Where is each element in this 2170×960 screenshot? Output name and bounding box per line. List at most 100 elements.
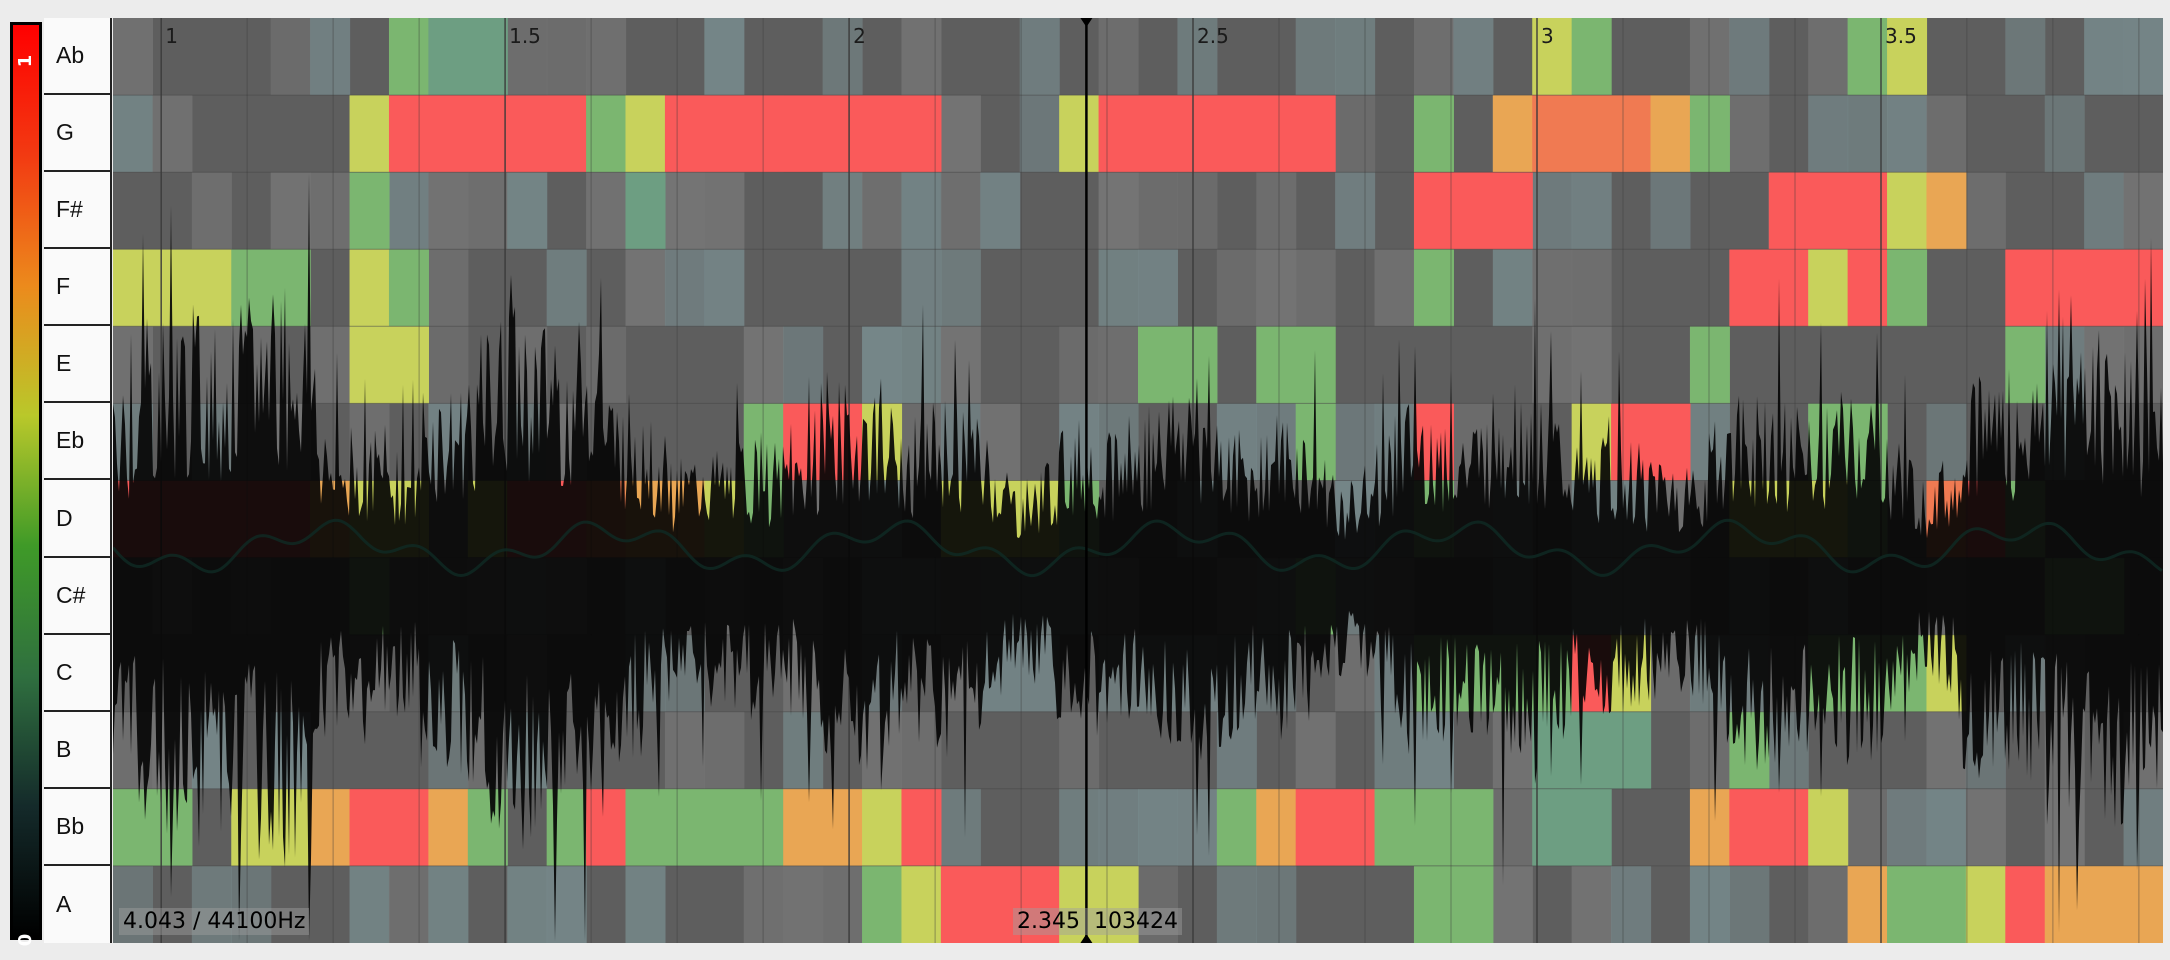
chroma-cell-red: [1413, 172, 1533, 250]
chroma-cell: [1098, 18, 1139, 96]
chroma-cell-lime: [1059, 865, 1100, 943]
chroma-cell: [1689, 18, 1730, 96]
chroma-cell: [1138, 172, 1179, 250]
chroma-cell-red: [1295, 788, 1376, 866]
chromagram-plot[interactable]: 1 1.5 2 2.5 3 3.5 4.043 / 44100Hz 2.345 10342…: [113, 18, 2163, 943]
chroma-cell-lime: [113, 249, 232, 327]
chroma-cell: [428, 249, 469, 327]
chroma-cell: [191, 172, 232, 250]
chroma-cell: [2123, 172, 2163, 250]
chroma-cell-orange: [428, 788, 469, 866]
cursor-position-readout: 2.345 103424: [1013, 908, 1182, 935]
chroma-cell: [1926, 788, 1967, 866]
chroma-cell-orange: [2084, 865, 2163, 943]
chroma-cell: [1689, 865, 1730, 943]
chroma-cell: [1887, 95, 1928, 173]
chromagram-canvas[interactable]: [113, 18, 2163, 943]
chroma-cell: [310, 172, 351, 250]
chroma-cell: [1808, 18, 1849, 96]
chroma-cell-lime: [1808, 788, 1849, 866]
chroma-cell-green: [704, 788, 784, 866]
color-scale-max-label: 1: [15, 54, 36, 68]
chroma-cell-orange: [2044, 865, 2085, 943]
chroma-cell: [1098, 172, 1139, 250]
pitch-label-c: C: [44, 635, 110, 712]
chroma-cell: [901, 172, 942, 250]
chroma-cell-green: [388, 249, 429, 327]
chroma-cell: [822, 172, 863, 250]
pitch-label-f-sharp: F#: [44, 172, 110, 250]
chroma-cell-sea: [1532, 788, 1612, 866]
playback-cursor-bottom-marker[interactable]: [1080, 934, 1093, 943]
chroma-cell-red: [388, 95, 587, 173]
chroma-cell: [231, 865, 272, 943]
chroma-cell: [507, 865, 548, 943]
chroma-cell: [783, 326, 824, 404]
playback-cursor-top-marker[interactable]: [1080, 18, 1093, 27]
waveform-centre-trace: [113, 518, 2163, 578]
chroma-cell-green: [1216, 788, 1257, 866]
chroma-cell: [1098, 403, 1139, 481]
chroma-cell-green: [1138, 326, 1218, 404]
chroma-cell: [2044, 95, 2085, 173]
chroma-cell-lime: [1887, 18, 1928, 96]
chroma-cell-orange: [1689, 788, 1730, 866]
chroma-cell: [664, 249, 705, 327]
pitch-label-c-sharp: C#: [44, 558, 110, 635]
chroma-cell-green: [1887, 249, 1928, 327]
pitch-label-e: E: [44, 326, 110, 404]
chroma-cell: [1532, 249, 1573, 327]
chroma-cell-orange: [310, 788, 351, 866]
chroma-cell: [1138, 865, 1179, 943]
chroma-cell: [1059, 326, 1100, 404]
chroma-cell: [113, 865, 154, 943]
chroma-cell: [586, 326, 627, 404]
chroma-cell: [428, 326, 469, 404]
pitch-label-eb: Eb: [44, 403, 110, 481]
chroma-cell: [546, 18, 587, 96]
chroma-cell-green: [862, 865, 903, 943]
playback-cursor[interactable]: [1080, 18, 1093, 943]
chroma-cell: [2084, 172, 2125, 250]
chroma-cell-lime: [349, 326, 429, 404]
chroma-cell: [1138, 249, 1179, 327]
chroma-cell: [270, 172, 311, 250]
chroma-cell-green: [1413, 95, 1454, 173]
chroma-cell-red: [1098, 95, 1336, 173]
chroma-cell: [1571, 326, 1612, 404]
chroma-cell-orange: [783, 788, 863, 866]
chroma-cell: [901, 18, 942, 96]
chroma-cell-green: [231, 249, 311, 327]
pitch-label-g: G: [44, 95, 110, 173]
chroma-cell-salmon: [1532, 95, 1652, 173]
chroma-cell-lime: [1532, 18, 1573, 96]
chroma-cell: [940, 172, 981, 250]
chroma-cell: [1965, 711, 2006, 789]
chroma-cell: [428, 865, 469, 943]
time-tick-label: 3.5: [1885, 24, 1917, 48]
chroma-cell-orange: [1492, 95, 1533, 173]
chroma-cell: [546, 865, 587, 943]
chroma-cell: [2123, 326, 2163, 404]
time-tick-label: 1.5: [509, 24, 541, 48]
chroma-cell-lime: [349, 95, 390, 173]
chroma-cell: [1295, 711, 1336, 789]
chroma-cell-red: [940, 865, 1060, 943]
chroma-cell: [113, 18, 154, 96]
chroma-cell: [1335, 95, 1376, 173]
chroma-cell: [1571, 249, 1612, 327]
chroma-cell: [310, 18, 351, 96]
time-tick-label: 2: [853, 24, 866, 48]
chroma-cell: [862, 172, 903, 250]
chroma-cell: [940, 788, 981, 866]
chroma-cell: [586, 172, 627, 250]
chroma-cell: [940, 249, 981, 327]
chroma-cell: [507, 18, 548, 96]
chroma-cell: [1492, 865, 1533, 943]
chroma-cell: [1216, 865, 1257, 943]
chroma-cell-lime: [625, 95, 666, 173]
chroma-cell-green: [625, 788, 705, 866]
chroma-cell-lime: [901, 865, 942, 943]
chroma-cell-green: [1413, 249, 1454, 327]
chroma-cell: [1216, 249, 1257, 327]
